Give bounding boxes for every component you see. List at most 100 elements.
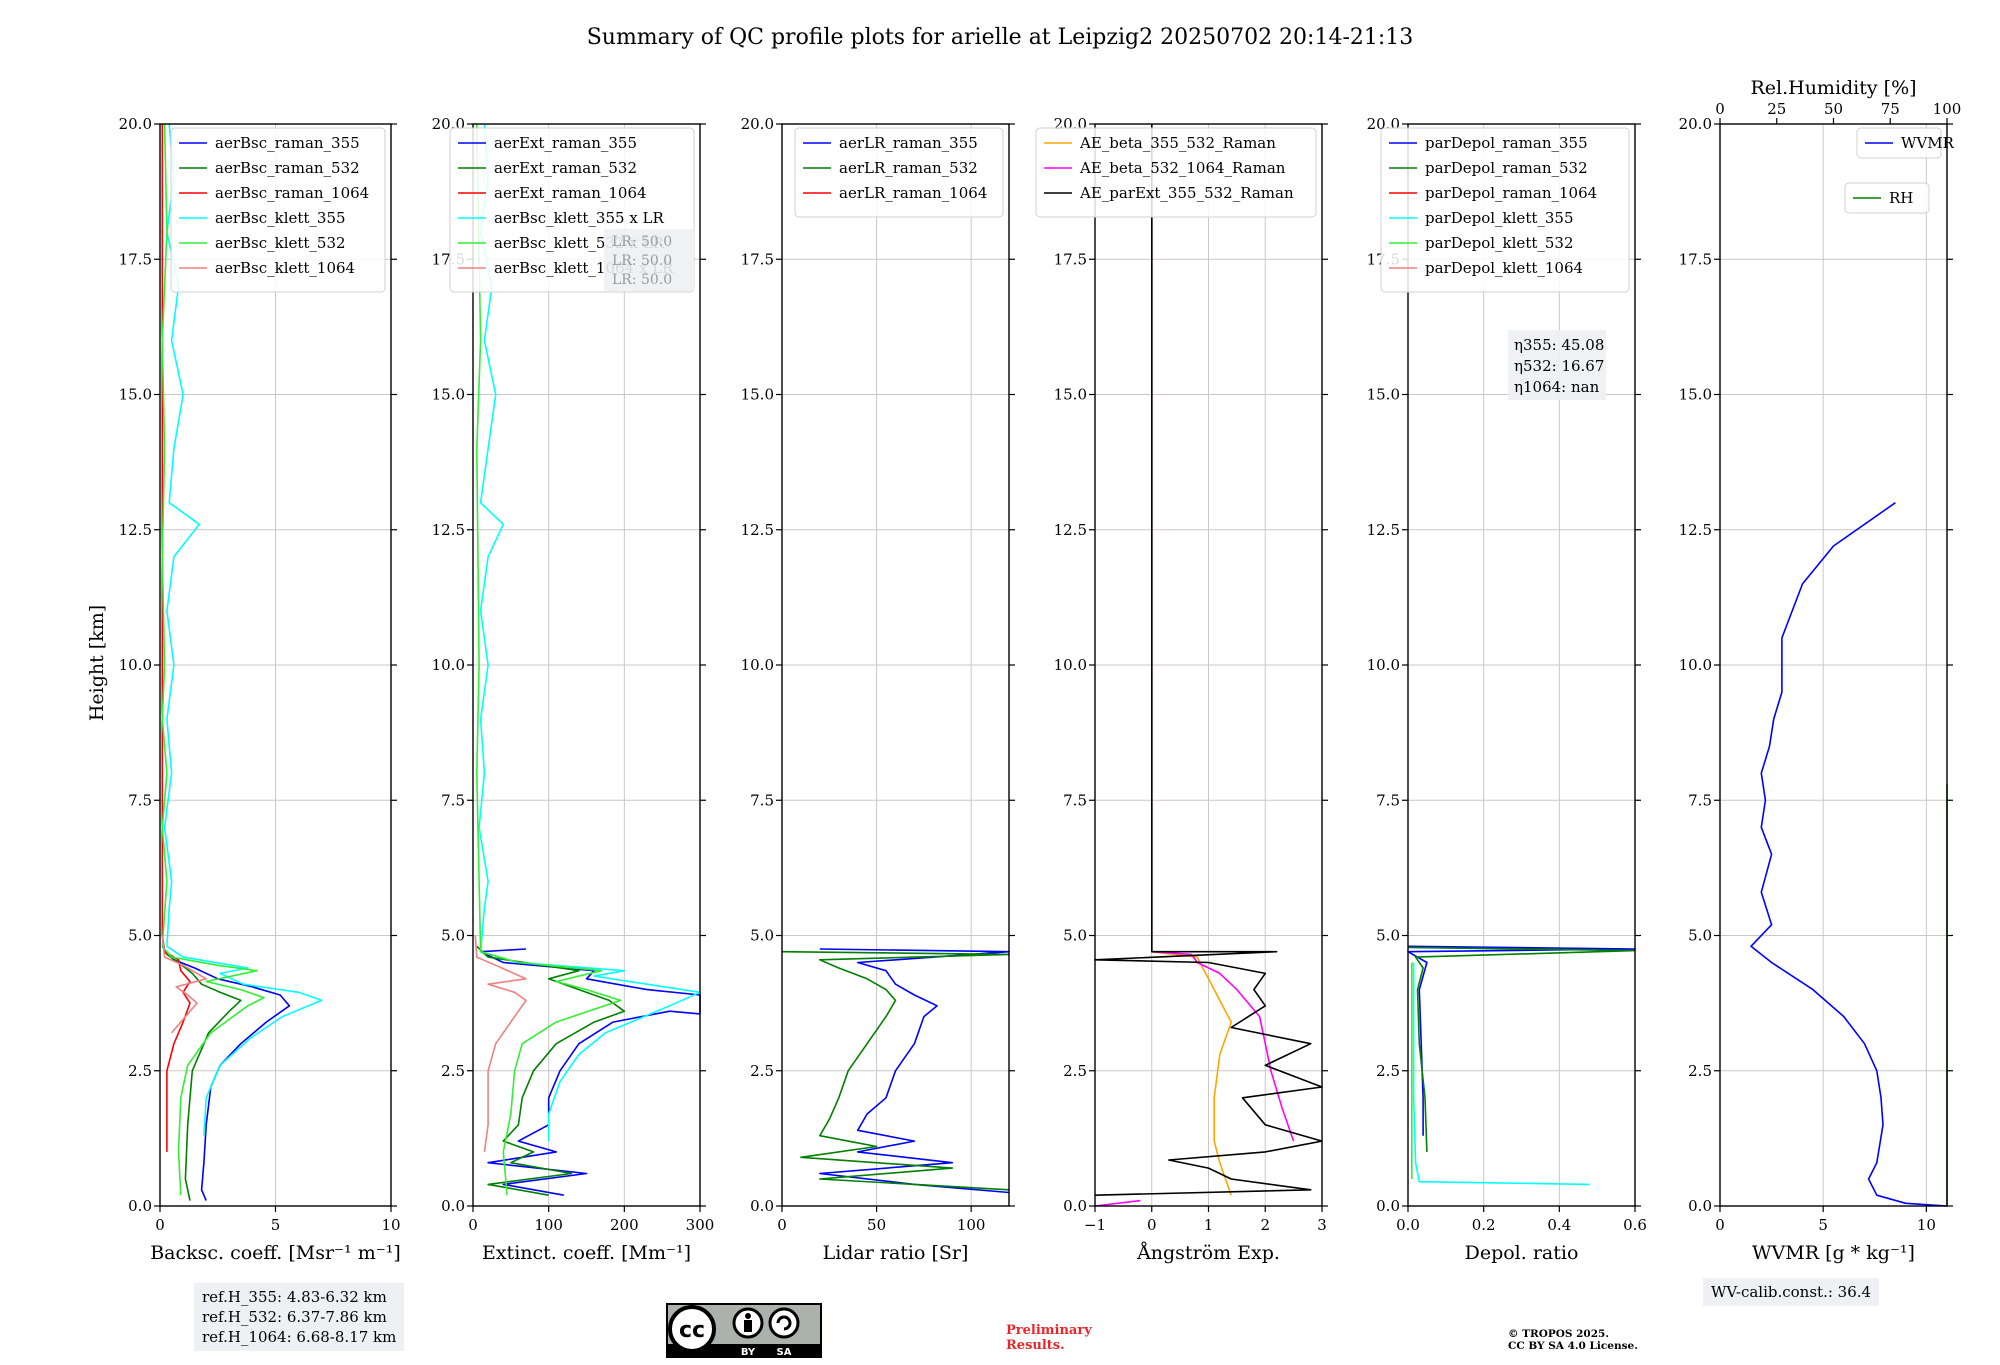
y-tick-label: 5.0: [1063, 927, 1087, 945]
y-tick-label: 0.0: [750, 1197, 774, 1215]
legend-label: parDepol_klett_355: [1425, 209, 1574, 227]
y-tick-label: 15.0: [1054, 386, 1087, 404]
series-line-AE_beta_355_532_Raman: [1151, 950, 1232, 1196]
y-tick-label: 5.0: [128, 927, 152, 945]
legend-box: [1035, 127, 1317, 218]
license-line-1: © TROPOS 2025.: [1508, 1328, 1610, 1340]
series-line-parDepol_klett_355: [1412, 962, 1590, 1186]
y-tick-label: 10.0: [1679, 656, 1712, 674]
series-line-AE_parExt_355_532_Raman: [1094, 124, 1323, 1196]
legend-label: WVMR: [1901, 134, 1955, 152]
series-line-aerExt_raman_532: [476, 945, 626, 1196]
legend-label: aerBsc_klett_1064: [215, 259, 355, 277]
panel-1: 0 5 10 0.0 2.5 5.0 7.5 10.0 12.5 15.0 17.5 20.0 Back…: [119, 115, 401, 1264]
legend-label: aerExt_raman_532: [494, 159, 637, 177]
y-tick-label: 5.0: [1376, 927, 1400, 945]
x-axis-label: Backsc. coeff. [Msr⁻¹ m⁻¹]: [150, 1242, 401, 1264]
legend-label: AE_beta_532_1064_Raman: [1079, 159, 1286, 177]
legend-label: aerBsc_raman_532: [215, 159, 360, 177]
x-axis-label: WVMR [g * kg⁻¹]: [1752, 1242, 1915, 1264]
y-tick-label: 2.5: [1063, 1062, 1087, 1080]
y-tick-label: 2.5: [750, 1062, 774, 1080]
series-line-aerBsc_klett_532 x LR: [476, 123, 622, 1196]
panel-4: −1 0 1 2 30.02.55.07.510.012.515.017.520.0Ån…: [1035, 115, 1328, 1264]
legend-label: aerBsc_klett_532: [215, 234, 346, 252]
x-tick-label: 0: [468, 1216, 478, 1234]
reference-height-box: ref.H_355: 4.83-6.32 km ref.H_532: 6.37-…: [194, 1283, 405, 1351]
series-line-aerBsc_raman_355: [161, 935, 291, 1201]
refH-355: ref.H_355: 4.83-6.32 km: [202, 1288, 387, 1306]
x-tick-label: 3: [1317, 1216, 1327, 1234]
series-line-aerExt_raman_355: [479, 948, 701, 1196]
x-tick-label: 100: [534, 1216, 563, 1234]
y-tick-label: 15.0: [1679, 386, 1712, 404]
legend-label: aerExt_raman_1064: [494, 184, 647, 202]
top-axis-label: Rel.Humidity [%]: [1750, 77, 1916, 99]
y-tick-label: 0.0: [1376, 1197, 1400, 1215]
series-line-parDepol_raman_532: [1407, 946, 1636, 1152]
x-axis-label: Lidar ratio [Sr]: [823, 1242, 969, 1264]
y-tick-label: 15.0: [1367, 386, 1400, 404]
legend-label: aerLR_raman_1064: [839, 184, 987, 202]
x-tick-label: 10: [381, 1216, 400, 1234]
y-tick-label: 5.0: [750, 927, 774, 945]
x-tick-label: 300: [686, 1216, 715, 1234]
panel-6: 0 5 10 0.0 2.5 5.0 7.5 10.0 12.5 15.0 17.5 20.0 WVMR…: [1679, 77, 1962, 1264]
y-tick-label: 15.0: [432, 386, 465, 404]
y-tick-label: 7.5: [1688, 791, 1712, 809]
y-tick-label: 10.0: [1367, 656, 1400, 674]
legend-label: aerLR_raman_532: [839, 159, 978, 177]
series-line-aerBsc_klett_1064: [161, 935, 207, 1034]
x-tick-label: 100: [957, 1216, 986, 1234]
legend-label: aerBsc_klett_355 x LR: [494, 209, 665, 227]
x-tick-label: 50: [867, 1216, 886, 1234]
y-tick-label: 12.5: [1054, 521, 1087, 539]
y-tick-label: 7.5: [128, 791, 152, 809]
y-tick-label: 2.5: [1688, 1062, 1712, 1080]
panels: 0 5 100.02.55.07.510.012.515.017.520.0Back…: [119, 77, 1962, 1264]
panel-5: 0.00.20.40.60.02.55.07.510.012.515.017.5…: [1367, 115, 1647, 1264]
series-line-parDepol_raman_355: [1407, 945, 1636, 1136]
x-tick-label: 0: [1147, 1216, 1157, 1234]
series-line-AE_beta_532_1064_Raman: [1151, 124, 1295, 1142]
series-line-WVMR: [1750, 502, 1948, 1207]
legend-label: parDepol_klett_1064: [1425, 259, 1583, 277]
license-notice: © TROPOS 2025. CC BY SA 4.0 License.: [1508, 1328, 1638, 1352]
x-tick-label: 0.0: [1396, 1216, 1420, 1234]
legend-box-wvmr: [1856, 127, 1942, 159]
y-tick-label: 5.0: [1688, 927, 1712, 945]
legend-label: parDepol_klett_532: [1425, 234, 1574, 252]
y-tick-label: 7.5: [1376, 791, 1400, 809]
x-tick-label: 5: [271, 1216, 281, 1234]
y-tick-label: 10.0: [432, 656, 465, 674]
series-line-aerBsc_klett_355: [163, 123, 323, 1136]
legend-label: parDepol_raman_355: [1425, 134, 1588, 152]
x-tick-label: 0: [777, 1216, 787, 1234]
legend-label: aerBsc_raman_1064: [215, 184, 369, 202]
y-tick-label: 0.0: [1688, 1197, 1712, 1215]
y-tick-label: 0.0: [128, 1197, 152, 1215]
y-tick-label: 7.5: [750, 791, 774, 809]
y-tick-label: 15.0: [741, 386, 774, 404]
series-line-AE_beta_532_1064_Raman: [1094, 1199, 1141, 1207]
preliminary-notice: Preliminary Results.: [1006, 1323, 1092, 1353]
y-axis-label: Height [km]: [86, 605, 108, 721]
eta-value: η532: 16.67: [1514, 357, 1604, 375]
y-tick-label: 12.5: [119, 521, 152, 539]
x-tick-label: 5: [1818, 1216, 1828, 1234]
top-x-tick-label: 25: [1767, 100, 1786, 118]
y-tick-label: 10.0: [1054, 656, 1087, 674]
legend-box: [1380, 127, 1630, 293]
x-axis-label: Extinct. coeff. [Mm⁻¹]: [482, 1242, 691, 1264]
x-tick-label: 10: [1917, 1216, 1936, 1234]
x-tick-label: 1: [1204, 1216, 1214, 1234]
x-tick-label: 200: [610, 1216, 639, 1234]
y-tick-label: 7.5: [1063, 791, 1087, 809]
y-tick-label: 0.0: [1063, 1197, 1087, 1215]
figure-title: Summary of QC profile plots for arielle …: [587, 25, 1414, 50]
wv-calibration-box: WV-calib.const.: 36.4: [1703, 1278, 1880, 1306]
legend-label: aerLR_raman_355: [839, 134, 978, 152]
refH-1064: ref.H_1064: 6.68-8.17 km: [202, 1328, 397, 1346]
